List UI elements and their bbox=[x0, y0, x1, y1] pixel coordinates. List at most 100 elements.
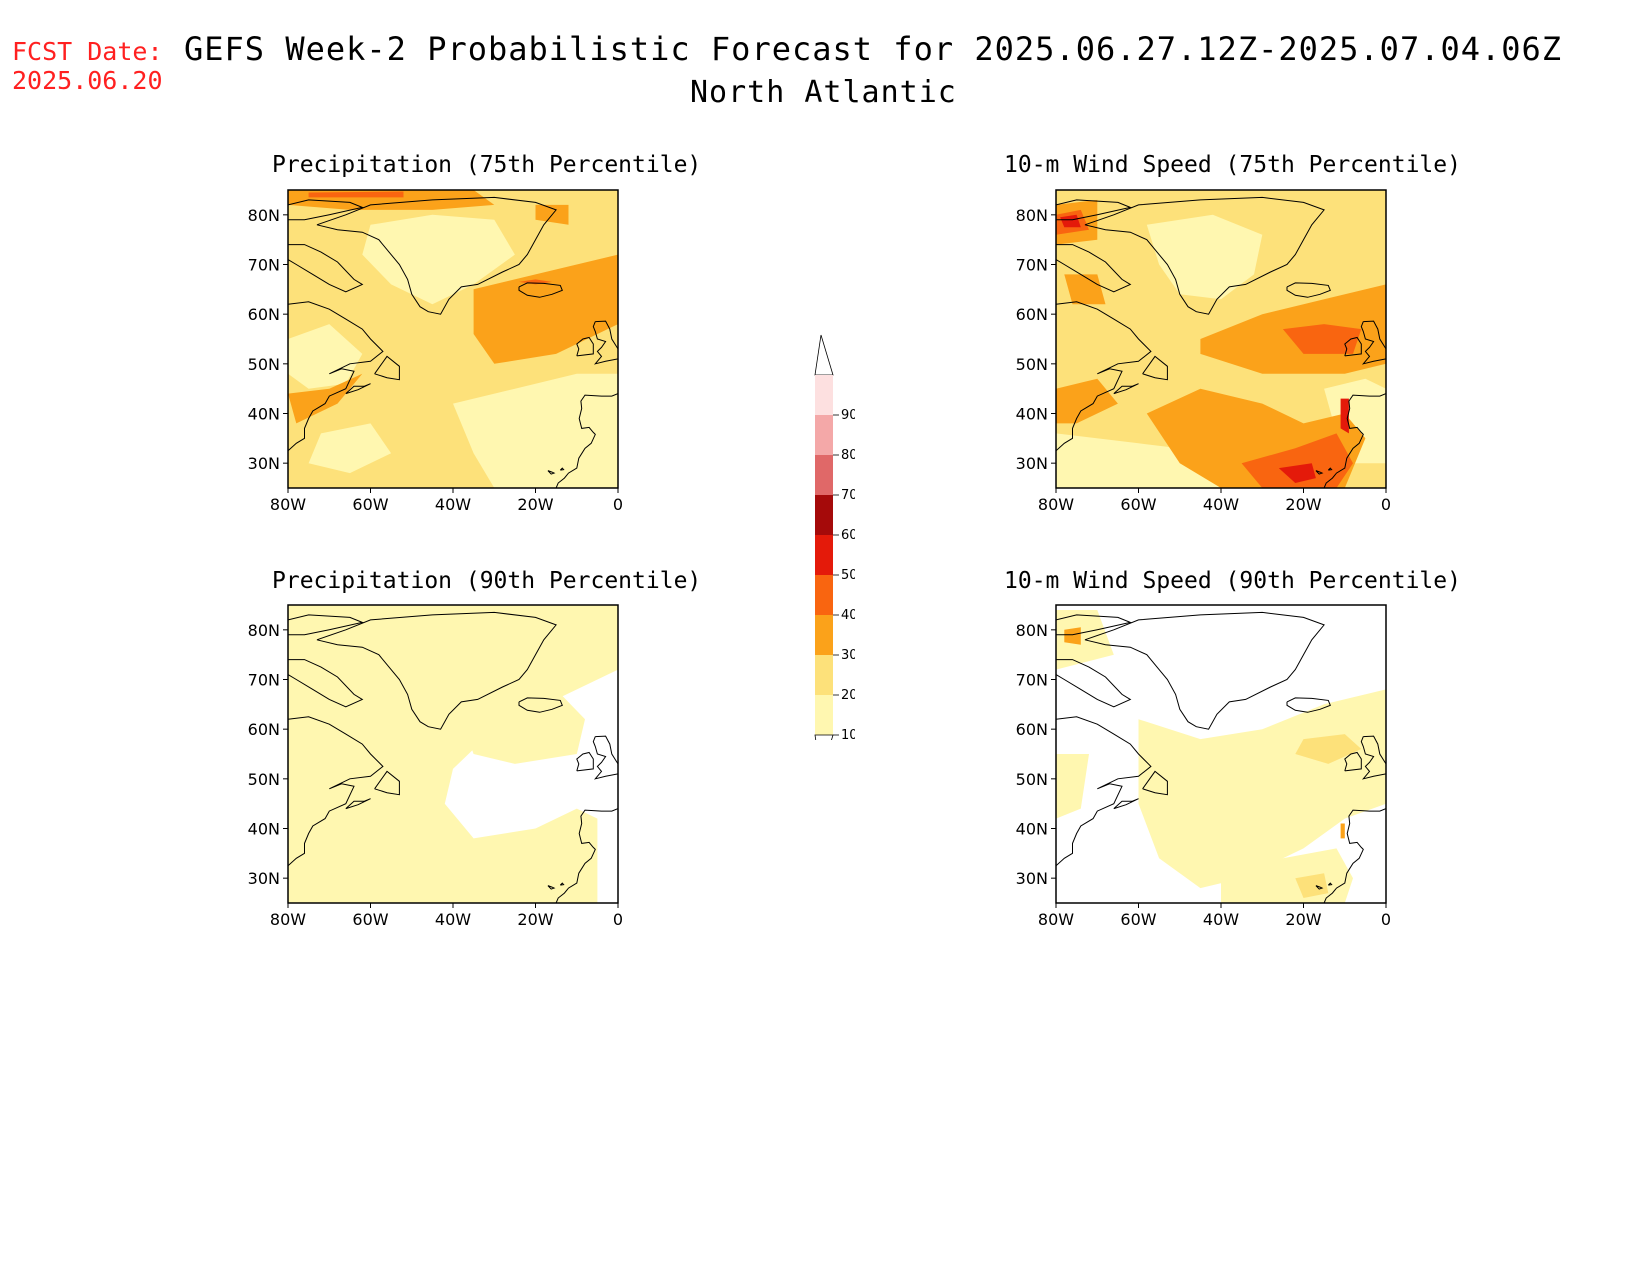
x-tick-label: 0 bbox=[1381, 495, 1391, 514]
y-tick-label: 40N bbox=[1016, 405, 1048, 424]
colorbar-label: 40 bbox=[841, 608, 855, 623]
coastline bbox=[316, 611, 557, 730]
coastline bbox=[1056, 716, 1152, 867]
map-precip-90: 80N 70N 60N 50N 40N 30N 80W 60W 40W 20W 0 bbox=[248, 604, 623, 929]
x-tick-label: 0 bbox=[613, 910, 623, 929]
y-tick-label: 30N bbox=[248, 869, 280, 888]
probability-contour bbox=[288, 373, 363, 424]
coastline bbox=[288, 614, 364, 636]
x-tick-label: 20W bbox=[517, 495, 553, 514]
coastline bbox=[1323, 808, 1386, 903]
coastline bbox=[576, 336, 594, 357]
x-tick-label: 40W bbox=[1203, 495, 1239, 514]
x-tick-label: 40W bbox=[1203, 910, 1239, 929]
colorbar-label: 20 bbox=[841, 688, 855, 703]
probability-contour bbox=[1146, 214, 1263, 300]
colorbar-swatch bbox=[815, 615, 833, 655]
colorbar-swatch bbox=[815, 655, 833, 695]
coastline bbox=[1360, 735, 1386, 780]
probability-contour bbox=[473, 254, 618, 364]
probability-contour bbox=[362, 214, 515, 305]
probability-contour bbox=[308, 423, 392, 474]
colorbar-label: 60 bbox=[841, 528, 855, 543]
coastline bbox=[1056, 659, 1132, 708]
forecast-date-value: 2025.06.20 bbox=[12, 66, 163, 95]
coastline bbox=[518, 282, 563, 298]
coastline bbox=[1315, 885, 1324, 890]
probability-contour bbox=[1064, 627, 1081, 645]
coastline bbox=[576, 751, 594, 772]
y-tick-label: 60N bbox=[1016, 720, 1048, 739]
colorbar-label: 90 bbox=[841, 408, 855, 423]
x-tick-label: 20W bbox=[517, 910, 553, 929]
coastline bbox=[547, 885, 556, 890]
y-tick-label: 50N bbox=[1016, 355, 1048, 374]
coastline bbox=[288, 244, 364, 293]
coastline bbox=[1327, 467, 1333, 471]
colorbar-label: 70 bbox=[841, 488, 855, 503]
map-shading bbox=[1056, 610, 1386, 903]
y-tick-label: 40N bbox=[248, 405, 280, 424]
coastline bbox=[374, 355, 400, 381]
colorbar-label: 30 bbox=[841, 648, 855, 663]
map-shading bbox=[288, 190, 618, 488]
page-title: GEFS Week-2 Probabilistic Forecast for 2… bbox=[184, 30, 1563, 68]
probability-contour bbox=[1064, 274, 1106, 305]
x-tick-label: 0 bbox=[613, 495, 623, 514]
forecast-date-label: FCST Date: bbox=[12, 37, 163, 66]
coastline bbox=[374, 770, 400, 796]
x-tick-label: 80W bbox=[1038, 910, 1074, 929]
map-precip-75: 80N 70N 60N 50N 40N 30N 80W 60W 40W 20W 0 bbox=[248, 189, 623, 514]
coastline bbox=[1084, 196, 1325, 315]
coastline bbox=[518, 697, 563, 713]
colorbar-swatch bbox=[815, 575, 833, 615]
x-tick-label: 0 bbox=[1381, 910, 1391, 929]
probability-contour bbox=[288, 605, 618, 903]
probability-contour bbox=[1241, 433, 1353, 488]
coastline bbox=[1142, 770, 1168, 796]
y-tick-label: 70N bbox=[248, 256, 280, 275]
colorbar-swatch bbox=[815, 695, 833, 735]
coastline bbox=[1113, 383, 1139, 395]
coastline bbox=[555, 393, 618, 488]
region-subtitle: North Atlantic bbox=[690, 75, 957, 110]
y-tick-label: 60N bbox=[1016, 305, 1048, 324]
coastline bbox=[345, 383, 371, 395]
probability-contour bbox=[1340, 823, 1345, 839]
coastline bbox=[555, 808, 618, 903]
coastline bbox=[1323, 393, 1386, 488]
x-tick-label: 60W bbox=[352, 910, 388, 929]
probability-contour bbox=[1282, 324, 1362, 354]
x-tick-label: 80W bbox=[270, 910, 306, 929]
y-tick-label: 50N bbox=[1016, 770, 1048, 789]
probability-contour bbox=[308, 191, 404, 198]
coastline bbox=[559, 467, 565, 471]
x-tick-label: 40W bbox=[435, 495, 471, 514]
probability-contour bbox=[1295, 873, 1329, 898]
colorbar-swatch bbox=[815, 495, 833, 535]
coastline bbox=[1360, 320, 1386, 365]
coastline bbox=[1056, 244, 1132, 293]
y-tick-label: 40N bbox=[1016, 820, 1048, 839]
y-tick-label: 30N bbox=[1016, 869, 1048, 888]
y-tick-label: 60N bbox=[248, 720, 280, 739]
coastline bbox=[316, 196, 557, 315]
map-wind-90: 80N 70N 60N 50N 40N 30N 80W 60W 40W 20W 0 bbox=[1016, 604, 1391, 929]
x-tick-label: 60W bbox=[1120, 495, 1156, 514]
x-tick-label: 20W bbox=[1285, 910, 1321, 929]
coastline bbox=[288, 199, 364, 221]
coastline bbox=[592, 320, 618, 365]
colorbar: 90 80 70 60 50 40 30 20 10 bbox=[814, 334, 855, 740]
coastline bbox=[1084, 611, 1325, 730]
probability-contour bbox=[453, 373, 618, 488]
colorbar-bottom-extension bbox=[814, 734, 834, 740]
x-tick-label: 80W bbox=[1038, 495, 1074, 514]
y-tick-label: 30N bbox=[1016, 454, 1048, 473]
coastline bbox=[559, 882, 565, 886]
coastline bbox=[1315, 470, 1324, 475]
map-shading bbox=[288, 605, 618, 903]
probability-contour bbox=[1138, 689, 1386, 889]
coastline bbox=[1056, 199, 1132, 221]
coastline bbox=[592, 735, 618, 780]
coastline bbox=[1142, 355, 1168, 381]
